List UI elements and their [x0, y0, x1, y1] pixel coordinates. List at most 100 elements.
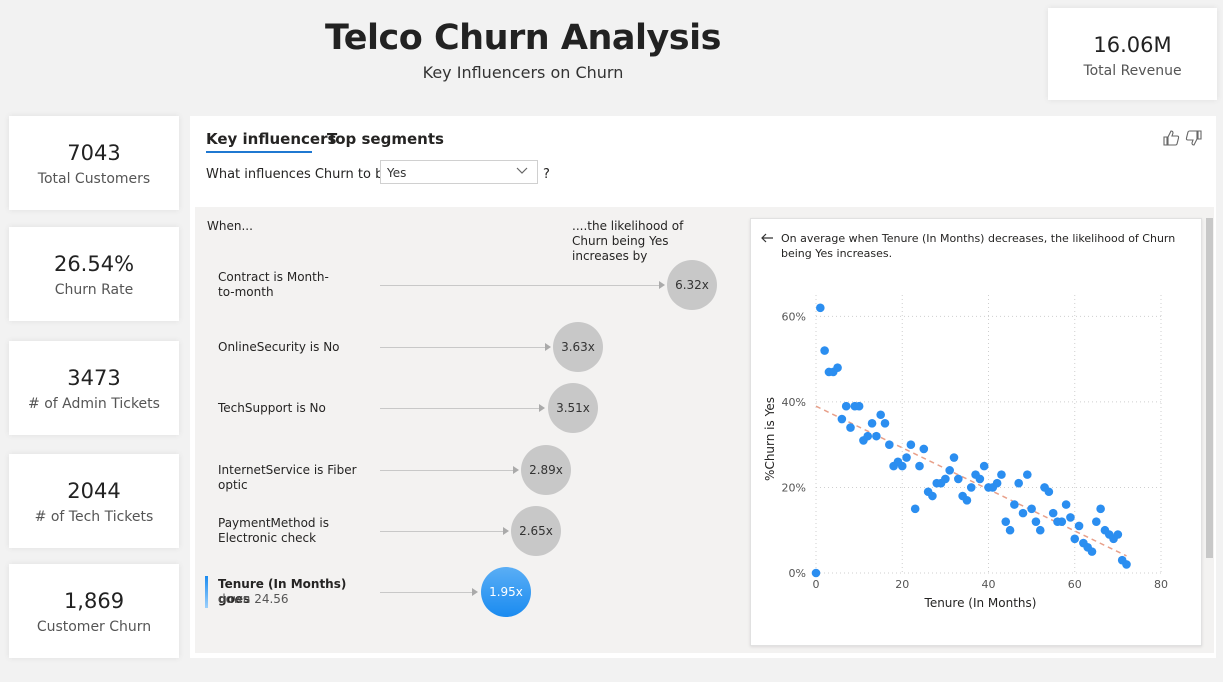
kpi-value: 1,869	[63, 589, 125, 613]
selected-row-indicator	[205, 576, 208, 608]
data-point	[863, 431, 873, 441]
data-point	[962, 495, 972, 505]
churn-value-dropdown[interactable]: Yes	[380, 160, 538, 184]
when-label: When...	[207, 219, 253, 233]
influencer-connector	[380, 347, 546, 348]
influencer-label-payment-method[interactable]: PaymentMethod is Electronic check	[218, 516, 329, 545]
question-mark: ?	[543, 167, 550, 182]
data-point	[1018, 508, 1028, 518]
data-point	[1001, 517, 1011, 526]
total-revenue-card: 16.06M Total Revenue	[1048, 8, 1217, 100]
influencer-bubble-online-security[interactable]: 3.63x	[553, 322, 603, 372]
arrow-left-icon[interactable]	[760, 231, 774, 249]
data-point	[1074, 521, 1084, 531]
active-tab-indicator	[206, 151, 312, 153]
influencer-connector	[380, 531, 504, 532]
data-point	[1061, 500, 1071, 509]
x-tick-label: 80	[1154, 578, 1168, 591]
vertical-scrollbar[interactable]	[1206, 218, 1213, 558]
data-point	[949, 453, 959, 462]
data-point	[954, 474, 963, 484]
trend-line	[815, 405, 1127, 557]
data-point	[906, 440, 916, 449]
data-point	[837, 414, 847, 424]
data-point	[910, 504, 920, 514]
data-point	[854, 401, 864, 411]
x-tick-label: 20	[895, 578, 909, 591]
page-title: Telco Churn Analysis	[325, 18, 721, 58]
data-point	[1087, 547, 1097, 556]
y-tick-label: 0%	[789, 567, 806, 580]
kpi-card-customer-churn: 1,869 Customer Churn	[9, 564, 179, 658]
kpi-card-tech-tickets: 2044 # of Tech Tickets	[9, 454, 179, 548]
y-tick-label: 40%	[782, 396, 806, 409]
tab-key-influencers[interactable]: Key influencers	[206, 130, 337, 148]
influencer-label-contract[interactable]: Contract is Month-to-month	[218, 270, 329, 299]
influencer-bubble-tenure[interactable]: 1.95x	[481, 567, 531, 617]
influencer-bubble-contract[interactable]: 6.32x	[667, 260, 717, 310]
data-point	[1048, 508, 1058, 518]
data-point	[1057, 517, 1067, 526]
influencer-bubble-internet-service[interactable]: 2.89x	[521, 445, 571, 495]
chevron-down-icon	[515, 163, 529, 181]
total-revenue-value: 16.06M	[1093, 33, 1172, 57]
data-point	[820, 346, 829, 355]
influencer-connector	[380, 592, 473, 593]
data-point	[867, 419, 877, 428]
data-point	[1066, 513, 1075, 522]
influencer-bubble-tech-support[interactable]: 3.51x	[548, 383, 598, 433]
data-point	[1113, 530, 1123, 539]
data-point	[880, 419, 890, 428]
total-revenue-label: Total Revenue	[1083, 63, 1182, 79]
thumbs-down-icon[interactable]	[1185, 130, 1203, 150]
kpi-card-admin-tickets: 3473 # of Admin Tickets	[9, 341, 179, 435]
x-axis-title: Tenure (In Months)	[924, 596, 1037, 610]
influencer-label-online-security[interactable]: OnlineSecurity is No	[218, 340, 340, 354]
data-point	[1092, 517, 1101, 526]
y-tick-label: 60%	[782, 310, 806, 323]
tenure-churn-scatter-chart: 0% 20% 40% 60% 0 20 40 60 80 Tenure (In Months) %C…	[763, 295, 1168, 610]
influencer-sublabel-tenure: down 24.56	[218, 592, 289, 606]
arrow-right-icon	[659, 281, 665, 289]
arrow-right-icon	[545, 343, 551, 351]
kpi-card-churn-rate: 26.54% Churn Rate	[9, 227, 179, 321]
data-point	[846, 423, 855, 432]
influencer-label-tenure[interactable]: Tenure (In Months) goes	[218, 577, 347, 606]
kpi-card-total-customers: 7043 Total Customers	[9, 116, 179, 210]
data-point	[975, 474, 985, 484]
data-point	[885, 440, 894, 449]
data-point	[997, 470, 1006, 479]
arrow-right-icon	[513, 466, 519, 474]
data-point	[1014, 478, 1023, 488]
dropdown-selected-value: Yes	[387, 166, 407, 180]
y-tick-label: 20%	[782, 481, 806, 494]
detail-description: On average when Tenure (In Months) decre…	[781, 232, 1176, 260]
arrow-right-icon	[472, 588, 478, 596]
data-point	[833, 363, 842, 373]
data-point	[1023, 470, 1032, 479]
kpi-value: 7043	[67, 141, 121, 165]
data-point	[1070, 534, 1080, 544]
data-point	[1010, 500, 1019, 509]
data-point	[979, 461, 989, 471]
arrow-right-icon	[539, 404, 545, 412]
thumbs-up-icon[interactable]	[1162, 130, 1180, 150]
influencer-bubble-payment-method[interactable]: 2.65x	[511, 506, 561, 556]
influencer-label-internet-service[interactable]: InternetService is Fiber optic	[218, 463, 357, 492]
data-point	[992, 478, 1002, 488]
x-tick-label: 60	[1068, 578, 1082, 591]
data-point	[1005, 525, 1015, 535]
arrow-right-icon	[503, 527, 509, 535]
influencer-connector	[380, 470, 514, 471]
x-tick-label: 40	[982, 578, 996, 591]
data-point	[816, 303, 825, 313]
kpi-value: 26.54%	[53, 252, 135, 276]
kpi-label: Churn Rate	[54, 282, 134, 298]
page-subtitle: Key Influencers on Churn	[422, 63, 624, 82]
influencer-label-tech-support[interactable]: TechSupport is No	[218, 401, 326, 415]
data-point	[1044, 487, 1054, 497]
tab-top-segments[interactable]: Top segments	[327, 130, 444, 148]
data-point	[841, 401, 851, 411]
influencer-detail-pane	[750, 218, 1202, 646]
data-point	[945, 466, 954, 475]
